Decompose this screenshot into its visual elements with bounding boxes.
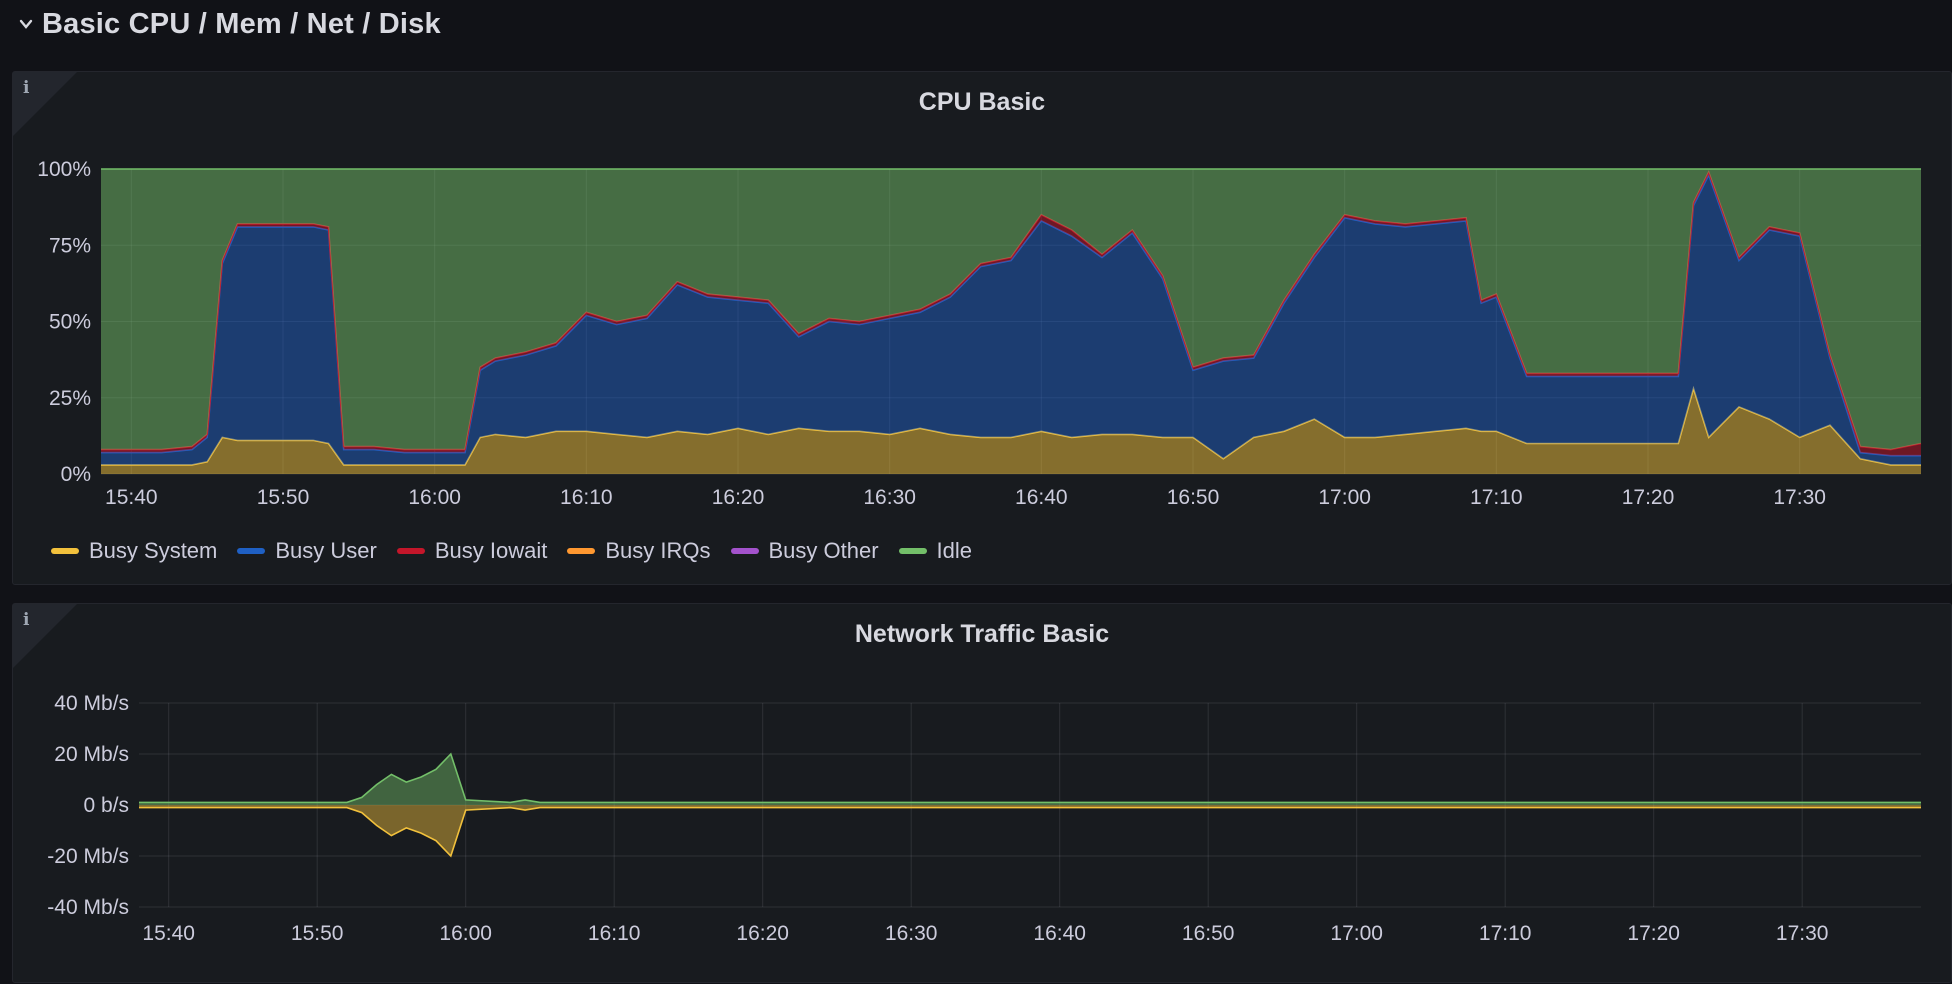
y-tick-label: 25% bbox=[49, 387, 91, 410]
legend-item-idle[interactable]: Idle bbox=[898, 538, 973, 564]
x-tick-label: 16:00 bbox=[439, 922, 492, 945]
x-tick-label: 16:20 bbox=[712, 486, 765, 509]
x-tick-label: 16:10 bbox=[560, 486, 613, 509]
cpu-basic-chart[interactable]: 100% 75% 50% 25% 0% 15:40 15:50 16:00 16:10 16:20… bbox=[13, 72, 1952, 586]
y-tick-label: 75% bbox=[49, 234, 91, 257]
panel-title[interactable]: Network Traffic Basic bbox=[854, 620, 1110, 648]
x-tick-label: 17:10 bbox=[1479, 922, 1532, 945]
legend-label: Busy System bbox=[89, 538, 218, 563]
x-tick-label: 16:30 bbox=[863, 486, 916, 509]
series-area-busy-system[interactable] bbox=[101, 388, 1921, 474]
info-icon[interactable]: i bbox=[23, 610, 30, 630]
panel-title[interactable]: CPU Basic bbox=[918, 88, 1046, 116]
info-corner bbox=[13, 72, 77, 136]
net-grid bbox=[139, 702, 1921, 908]
network-traffic-chart[interactable]: 40 Mb/s 20 Mb/s 0 b/s -20 Mb/s -40 Mb/s 15:40… bbox=[13, 604, 1952, 984]
info-corner bbox=[13, 604, 77, 668]
legend-item-busy-irqs[interactable]: Busy IRQs bbox=[567, 538, 711, 564]
info-icon[interactable]: i bbox=[23, 78, 30, 98]
x-tick-label: 16:30 bbox=[885, 922, 938, 945]
y-tick-label: 50% bbox=[49, 311, 91, 334]
x-tick-label: 17:20 bbox=[1622, 486, 1675, 509]
series-area-busy-user[interactable] bbox=[101, 175, 1921, 465]
x-tick-label: 16:00 bbox=[408, 486, 461, 509]
cpu-legend: Busy System Busy User Busy Iowait Busy I… bbox=[51, 538, 972, 564]
legend-label: Busy IRQs bbox=[605, 538, 711, 563]
series-area-idle[interactable] bbox=[101, 169, 1921, 450]
x-tick-label: 17:20 bbox=[1627, 922, 1680, 945]
x-tick-label: 16:20 bbox=[736, 922, 789, 945]
chevron-down-icon[interactable] bbox=[18, 16, 34, 32]
legend-label: Busy Other bbox=[768, 538, 879, 563]
legend-label: Busy User bbox=[275, 538, 377, 563]
x-tick-label: 15:50 bbox=[257, 486, 310, 509]
legend-swatch-busy-irqs bbox=[567, 548, 596, 554]
y-tick-label: -40 Mb/s bbox=[47, 896, 129, 919]
y-tick-label: 100% bbox=[37, 158, 91, 181]
legend-item-busy-system[interactable]: Busy System bbox=[51, 538, 217, 564]
x-tick-label: 17:30 bbox=[1776, 922, 1829, 945]
x-tick-label: 15:50 bbox=[291, 922, 344, 945]
y-tick-label: 40 Mb/s bbox=[54, 692, 129, 715]
network-traffic-panel: i Network Traffic Basic 40 Mb/s 20 Mb/s 0 … bbox=[12, 603, 1952, 983]
legend-swatch-idle bbox=[898, 548, 927, 554]
legend-label: Busy Iowait bbox=[434, 538, 548, 563]
legend-label: Idle bbox=[936, 538, 973, 563]
x-tick-label: 17:10 bbox=[1470, 486, 1523, 509]
x-tick-label: 16:40 bbox=[1015, 486, 1068, 509]
x-tick-label: 16:50 bbox=[1182, 922, 1235, 945]
y-tick-label: -20 Mb/s bbox=[47, 845, 129, 868]
x-tick-label: 16:40 bbox=[1033, 922, 1086, 945]
x-tick-label: 15:40 bbox=[105, 486, 158, 509]
legend-item-busy-iowait[interactable]: Busy Iowait bbox=[396, 538, 548, 564]
x-tick-label: 17:00 bbox=[1318, 486, 1371, 509]
legend-swatch-busy-other bbox=[730, 548, 759, 554]
legend-swatch-busy-user bbox=[237, 548, 266, 554]
x-tick-label: 15:40 bbox=[142, 922, 195, 945]
y-tick-label: 0 b/s bbox=[83, 794, 129, 817]
cpu-basic-panel: i CPU Basic 100% 75% 50% 25% 0% 15:40 15:50 16:… bbox=[12, 71, 1952, 585]
x-tick-label: 17:30 bbox=[1773, 486, 1826, 509]
legend-swatch-busy-iowait bbox=[396, 548, 425, 554]
legend-swatch-busy-system bbox=[51, 548, 79, 554]
x-tick-label: 16:50 bbox=[1167, 486, 1220, 509]
row-header[interactable]: Basic CPU / Mem / Net / Disk bbox=[18, 4, 441, 44]
legend-item-busy-other[interactable]: Busy Other bbox=[730, 538, 879, 564]
series-line-receive bbox=[139, 752, 1921, 804]
x-tick-label: 17:00 bbox=[1330, 922, 1383, 945]
row-title: Basic CPU / Mem / Net / Disk bbox=[42, 7, 441, 40]
x-tick-label: 16:10 bbox=[588, 922, 641, 945]
y-tick-label: 20 Mb/s bbox=[54, 743, 129, 766]
y-tick-label: 0% bbox=[61, 463, 91, 486]
legend-item-busy-user[interactable]: Busy User bbox=[237, 538, 377, 564]
series-line-transmit bbox=[139, 806, 1921, 858]
